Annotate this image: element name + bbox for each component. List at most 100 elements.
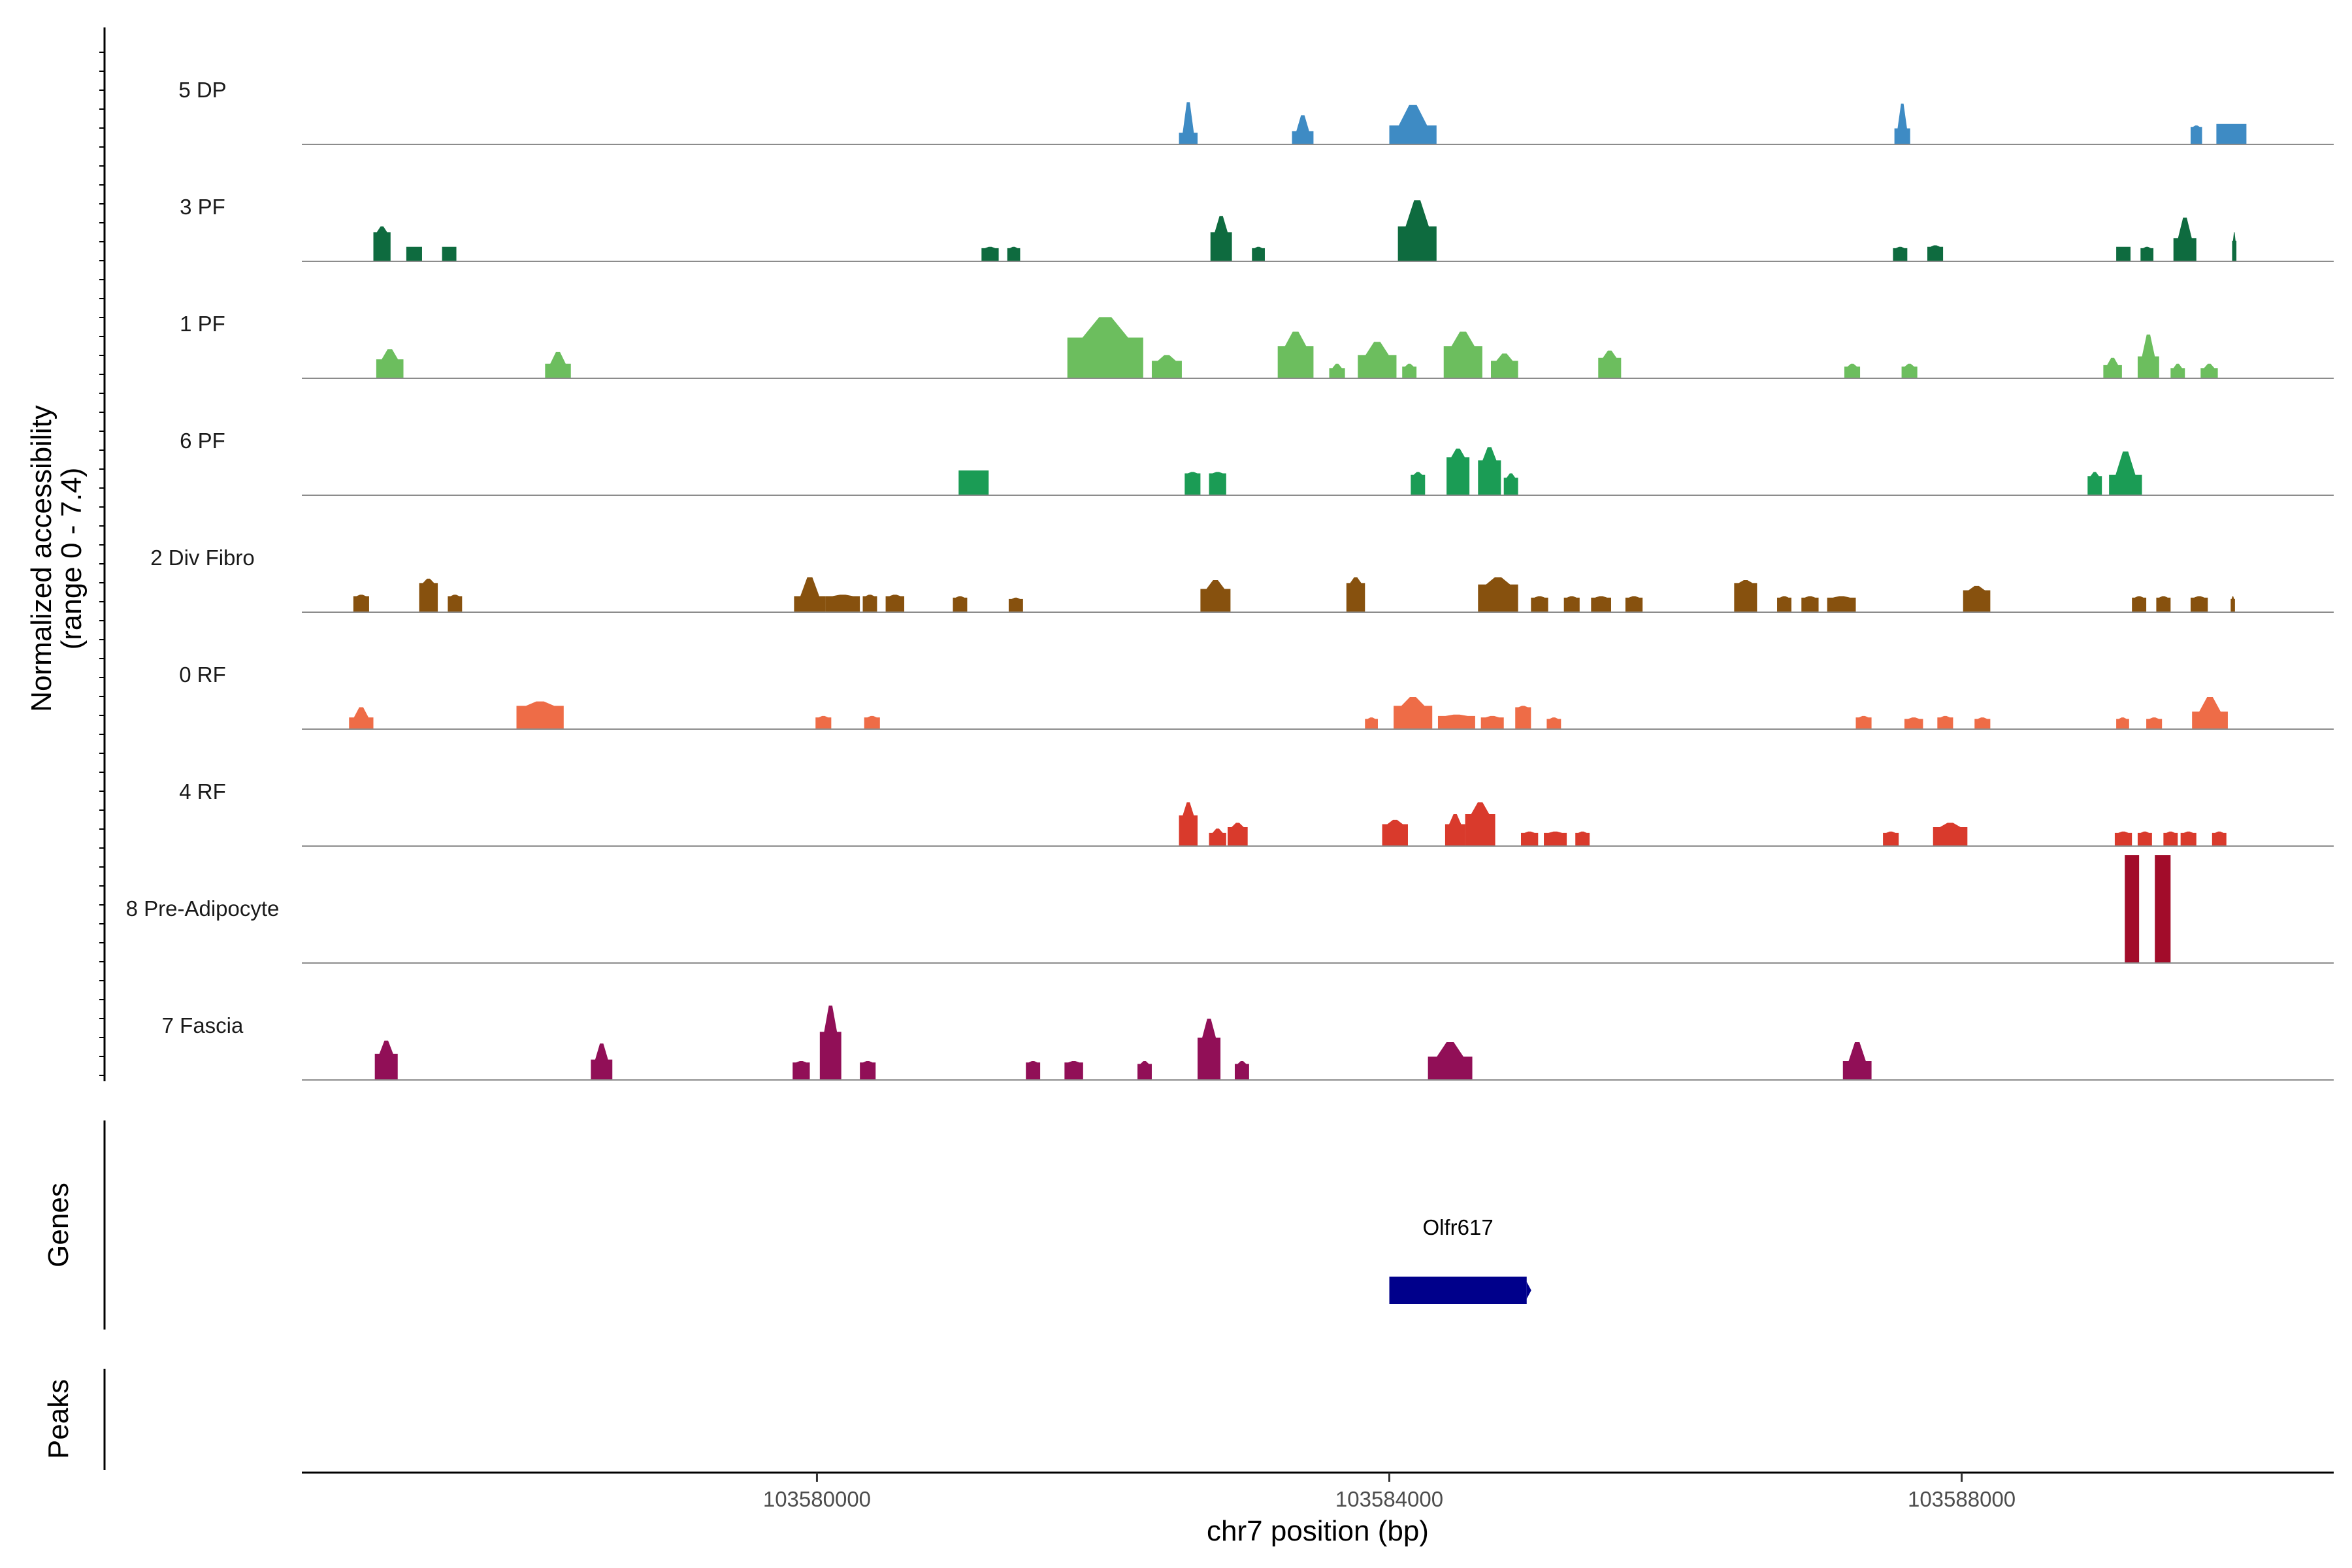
accessibility-peak [1026, 1061, 1041, 1080]
accessibility-peak [516, 701, 564, 729]
accessibility-peak [1445, 813, 1465, 846]
track-label: 2 Div Fibro [150, 546, 255, 570]
accessibility-peak [825, 595, 860, 612]
accessibility-peak [1137, 1061, 1152, 1080]
accessibility-peak [591, 1043, 613, 1080]
track-label: 4 RF [179, 779, 226, 804]
accessibility-peak [1625, 596, 1643, 612]
accessibility-peak [2087, 472, 2102, 495]
x-axis-ticks: 103580000 103584000 103588000 [763, 1473, 2016, 1511]
accessibility-peak [2230, 596, 2235, 612]
accessibility-peak [1382, 819, 1408, 846]
accessibility-peak [2109, 451, 2142, 495]
accessibility-peak [981, 246, 999, 261]
accessibility-peak [953, 596, 968, 612]
accessibility-peak [1801, 596, 1819, 612]
accessibility-peak [2232, 232, 2237, 261]
accessibility-peak [1855, 715, 1872, 729]
accessibility-peak [1151, 355, 1182, 378]
accessibility-peak [1544, 831, 1567, 846]
accessibility-peak [885, 595, 905, 612]
accessibility-peak [860, 1061, 876, 1080]
y-axis-title-line1: Normalized accessibility [25, 405, 57, 711]
accessibility-peak [374, 1040, 398, 1080]
accessibility-peak [442, 246, 457, 261]
coverage-tracks: 5 DP 3 PF 1 PF 6 PF 2 Div Fibro 0 RF 4 RF 8 Pre… [126, 78, 2334, 1081]
track-label: 5 DP [178, 78, 226, 102]
accessibility-peak [1443, 331, 1482, 378]
accessibility-peak [1515, 706, 1531, 729]
accessibility-peak [1198, 1019, 1221, 1080]
accessibility-peak [2190, 125, 2202, 144]
accessibility-peak [448, 595, 463, 612]
accessibility-peak [1228, 823, 1248, 846]
accessibility-peak [1531, 596, 1548, 612]
gene-label: Olfr617 [1423, 1215, 1494, 1239]
track-label: 1 PF [180, 312, 225, 336]
accessibility-peak [1209, 472, 1226, 495]
accessibility-peak [1563, 596, 1580, 612]
accessibility-peak [1598, 350, 1622, 378]
accessibility-peak [1428, 1042, 1473, 1080]
accessibility-peak [1478, 447, 1501, 495]
accessibility-peak [1365, 717, 1378, 729]
x-axis-tick-label: 103580000 [763, 1487, 871, 1511]
accessibility-peak [1883, 831, 1899, 846]
accessibility-peak [792, 1061, 810, 1080]
accessibility-peak [1503, 473, 1518, 495]
accessibility-peak [1358, 342, 1397, 378]
accessibility-peak [1008, 597, 1023, 612]
track-8-pre-adipocyte: 8 Pre-Adipocyte [126, 855, 2334, 964]
accessibility-peak [1277, 331, 1314, 378]
accessibility-peak [1894, 103, 1910, 144]
accessibility-peak [1478, 577, 1518, 612]
accessibility-peak [2155, 855, 2171, 963]
accessibility-peak [1974, 717, 1991, 729]
track-label: 7 Fascia [162, 1013, 244, 1037]
accessibility-peak [353, 595, 369, 612]
track-label: 8 Pre-Adipocyte [126, 896, 280, 921]
accessibility-peak [373, 226, 391, 261]
accessibility-peak [2137, 335, 2159, 378]
track-3-pf: 3 PF [180, 195, 2334, 262]
accessibility-peak [1937, 715, 1953, 729]
accessibility-peak [1346, 577, 1365, 612]
accessibility-peak [419, 578, 438, 612]
accessibility-peak [2116, 717, 2129, 729]
gene-annotation-track: Olfr617 [1389, 1215, 1531, 1304]
accessibility-peak [2163, 831, 2178, 846]
track-1-pf: 1 PF [180, 312, 2334, 379]
accessibility-peak [2212, 831, 2227, 846]
track-6-pf: 6 PF [180, 429, 2334, 496]
accessibility-peak [545, 351, 571, 378]
accessibility-peak [2125, 855, 2140, 963]
accessibility-peak [862, 595, 877, 612]
accessibility-peak [1575, 831, 1590, 846]
accessibility-peak [2216, 123, 2247, 144]
accessibility-peak [1437, 714, 1475, 729]
accessibility-peak [1209, 828, 1226, 846]
accessibility-peak [1480, 715, 1504, 729]
track-label: 0 RF [179, 662, 226, 687]
accessibility-peak [958, 470, 989, 495]
track-label: 6 PF [180, 429, 225, 453]
accessibility-peak [2200, 363, 2218, 378]
accessibility-peak [376, 349, 404, 378]
accessibility-peak [2137, 831, 2152, 846]
accessibility-peak [1184, 472, 1201, 495]
accessibility-peak [349, 707, 374, 729]
accessibility-peak [1591, 596, 1611, 612]
accessibility-peak [1546, 717, 1561, 729]
accessibility-peak [1179, 102, 1198, 144]
track-2-div-fibro: 2 Div Fibro [150, 546, 2334, 613]
accessibility-peak [2103, 357, 2122, 378]
accessibility-peak [1734, 580, 1757, 612]
accessibility-peak [1179, 802, 1198, 846]
accessibility-peak [1007, 246, 1021, 261]
accessibility-peak [2180, 831, 2197, 846]
accessibility-peak [1397, 200, 1437, 261]
track-0-rf: 0 RF [179, 662, 2334, 730]
gene-strand-arrow [1526, 1282, 1531, 1299]
accessibility-peak [1200, 580, 1231, 612]
accessibility-peak [1389, 105, 1437, 144]
